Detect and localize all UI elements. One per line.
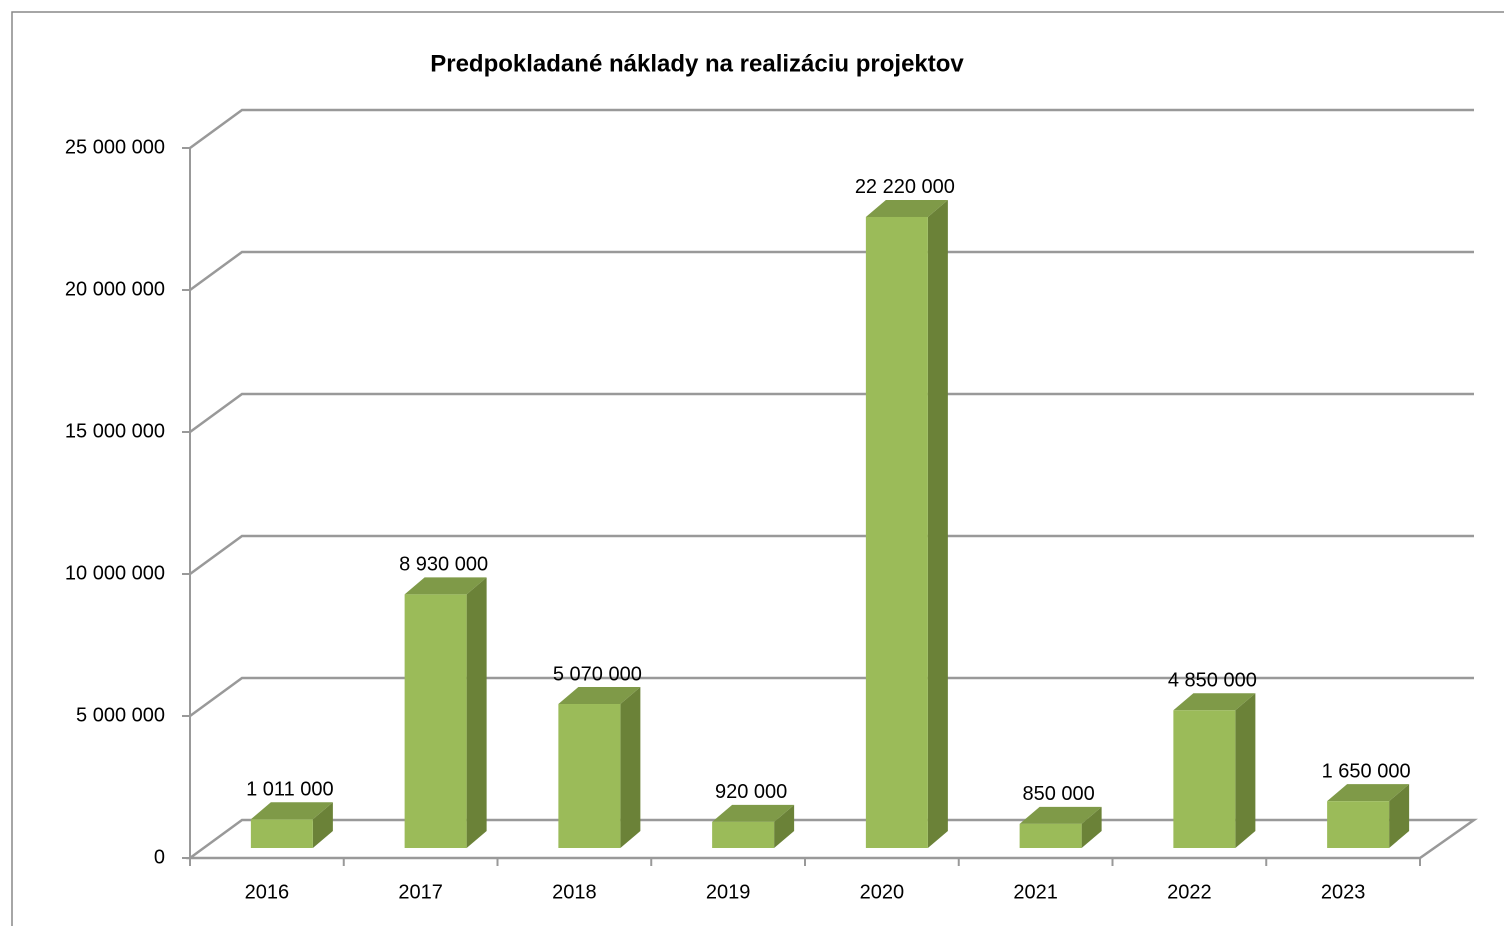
- bar: [712, 804, 795, 848]
- x-tick-label: 2016: [245, 881, 290, 903]
- value-label: 1 650 000: [1322, 760, 1411, 782]
- bar-side: [312, 802, 333, 848]
- y-tick-label: 20 000 000: [65, 278, 165, 300]
- value-label: 8 930 000: [399, 554, 488, 576]
- grid-line: [189, 250, 1474, 292]
- bar-front: [1019, 823, 1082, 848]
- y-tick-label: 25 000 000: [65, 136, 165, 158]
- bar-side: [466, 577, 487, 848]
- bar-front: [865, 216, 928, 848]
- bar: [404, 577, 487, 848]
- bar: [558, 687, 641, 848]
- y-tick-label: 0: [154, 846, 165, 868]
- bar-top: [558, 687, 641, 705]
- bar-front: [404, 594, 467, 848]
- bar-top: [1173, 693, 1256, 711]
- chart-frame: [11, 11, 1504, 926]
- grid-line: [189, 108, 1474, 150]
- bar: [1019, 806, 1102, 848]
- bar-side: [927, 199, 948, 848]
- bar-front: [712, 821, 775, 848]
- x-tick-label: 2023: [1321, 881, 1366, 903]
- floor: [186, 818, 1478, 860]
- bar: [1173, 693, 1256, 848]
- x-tick-label: 2020: [860, 881, 905, 903]
- bar-side: [1389, 784, 1410, 848]
- grid-line: [189, 392, 1474, 434]
- bar-side: [1081, 806, 1102, 848]
- x-tick-label: 2018: [552, 881, 597, 903]
- x-tick-label: 2017: [398, 881, 443, 903]
- y-tick-label: 15 000 000: [65, 420, 165, 442]
- value-label: 920 000: [715, 781, 787, 803]
- value-label: 4 850 000: [1168, 670, 1257, 692]
- bar-front: [1173, 710, 1236, 848]
- bar-top: [404, 577, 487, 595]
- bar: [250, 802, 333, 848]
- bar-top: [865, 199, 948, 217]
- bar-front: [250, 819, 313, 848]
- bar-front: [558, 704, 621, 848]
- bar-top: [712, 804, 795, 822]
- value-label: 5 070 000: [553, 663, 642, 685]
- bar-front: [1327, 801, 1390, 848]
- y-tick-label: 5 000 000: [76, 704, 165, 726]
- bar: [865, 199, 948, 848]
- bar-side: [620, 687, 641, 848]
- bar-top: [1019, 806, 1102, 824]
- y-tick-label: 10 000 000: [65, 562, 165, 584]
- bar-side: [1235, 693, 1256, 848]
- x-tick-label: 2021: [1013, 881, 1058, 903]
- value-label: 1 011 000: [246, 779, 334, 801]
- value-label: 850 000: [1022, 783, 1094, 805]
- bar-top: [250, 802, 333, 820]
- bar-top: [1327, 784, 1410, 802]
- chart-title: Predpokladané náklady na realizáciu proj…: [430, 50, 964, 77]
- grid-line: [189, 676, 1474, 718]
- bar-side: [774, 804, 795, 848]
- grid-line: [189, 534, 1474, 576]
- x-tick-label: 2019: [706, 881, 751, 903]
- x-tick-label: 2022: [1167, 881, 1212, 903]
- bar: [1327, 784, 1410, 848]
- value-label: 22 220 000: [855, 176, 955, 198]
